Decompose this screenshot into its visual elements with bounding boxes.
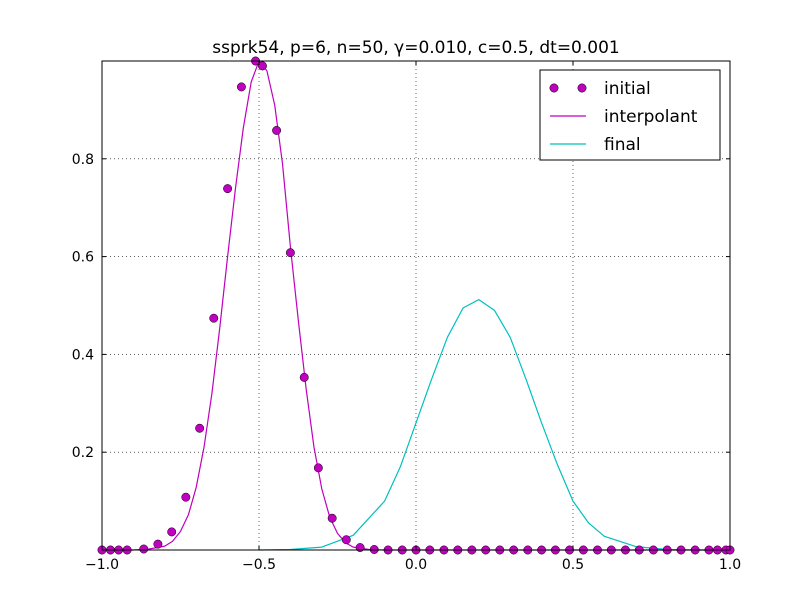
grid-lines bbox=[102, 61, 730, 550]
data-point-initial bbox=[272, 125, 282, 135]
x-tick-label: 0.5 bbox=[562, 557, 584, 573]
legend-label-initial: initial bbox=[604, 79, 651, 99]
data-point-initial bbox=[153, 539, 163, 549]
y-tick-label: 0.6 bbox=[72, 250, 94, 266]
data-point-initial bbox=[299, 372, 309, 382]
legend-label-final: final bbox=[604, 135, 641, 155]
data-point-initial bbox=[341, 535, 351, 545]
y-tick-label: 0.2 bbox=[72, 445, 94, 461]
data-point-initial bbox=[258, 61, 267, 71]
legend-marker-initial bbox=[577, 83, 587, 93]
legend: initial interpolant final bbox=[539, 69, 721, 161]
series-line-final bbox=[258, 299, 730, 551]
data-point-initial bbox=[181, 492, 191, 502]
data-point-initial bbox=[209, 313, 219, 323]
x-tick-label: 1.0 bbox=[719, 557, 741, 573]
data-point-initial bbox=[139, 544, 149, 554]
data-point-initial bbox=[223, 184, 233, 194]
data-point-initial bbox=[195, 423, 205, 433]
x-tick-label: −0.5 bbox=[242, 557, 276, 573]
data-point-initial bbox=[327, 513, 337, 523]
legend-marker-initial bbox=[549, 83, 559, 93]
legend-box bbox=[539, 69, 721, 161]
legend-label-interpolant: interpolant bbox=[604, 107, 698, 127]
x-tick-label: −1.0 bbox=[85, 557, 119, 573]
data-point-initial bbox=[236, 82, 246, 92]
y-tick-label: 0.8 bbox=[72, 152, 94, 168]
data-point-initial bbox=[167, 527, 177, 537]
data-point-initial bbox=[313, 463, 323, 473]
chart-title: ssprk54, p=6, n=50, γ=0.010, c=0.5, dt=0… bbox=[212, 38, 619, 58]
data-point-initial bbox=[285, 248, 295, 258]
x-tick-label: 0.0 bbox=[405, 557, 427, 573]
axis-ticks: −1.0 −0.5 0.0 0.5 1.0 0.2 0.4 0.6 0.8 bbox=[72, 61, 741, 573]
y-tick-label: 0.4 bbox=[72, 347, 94, 363]
